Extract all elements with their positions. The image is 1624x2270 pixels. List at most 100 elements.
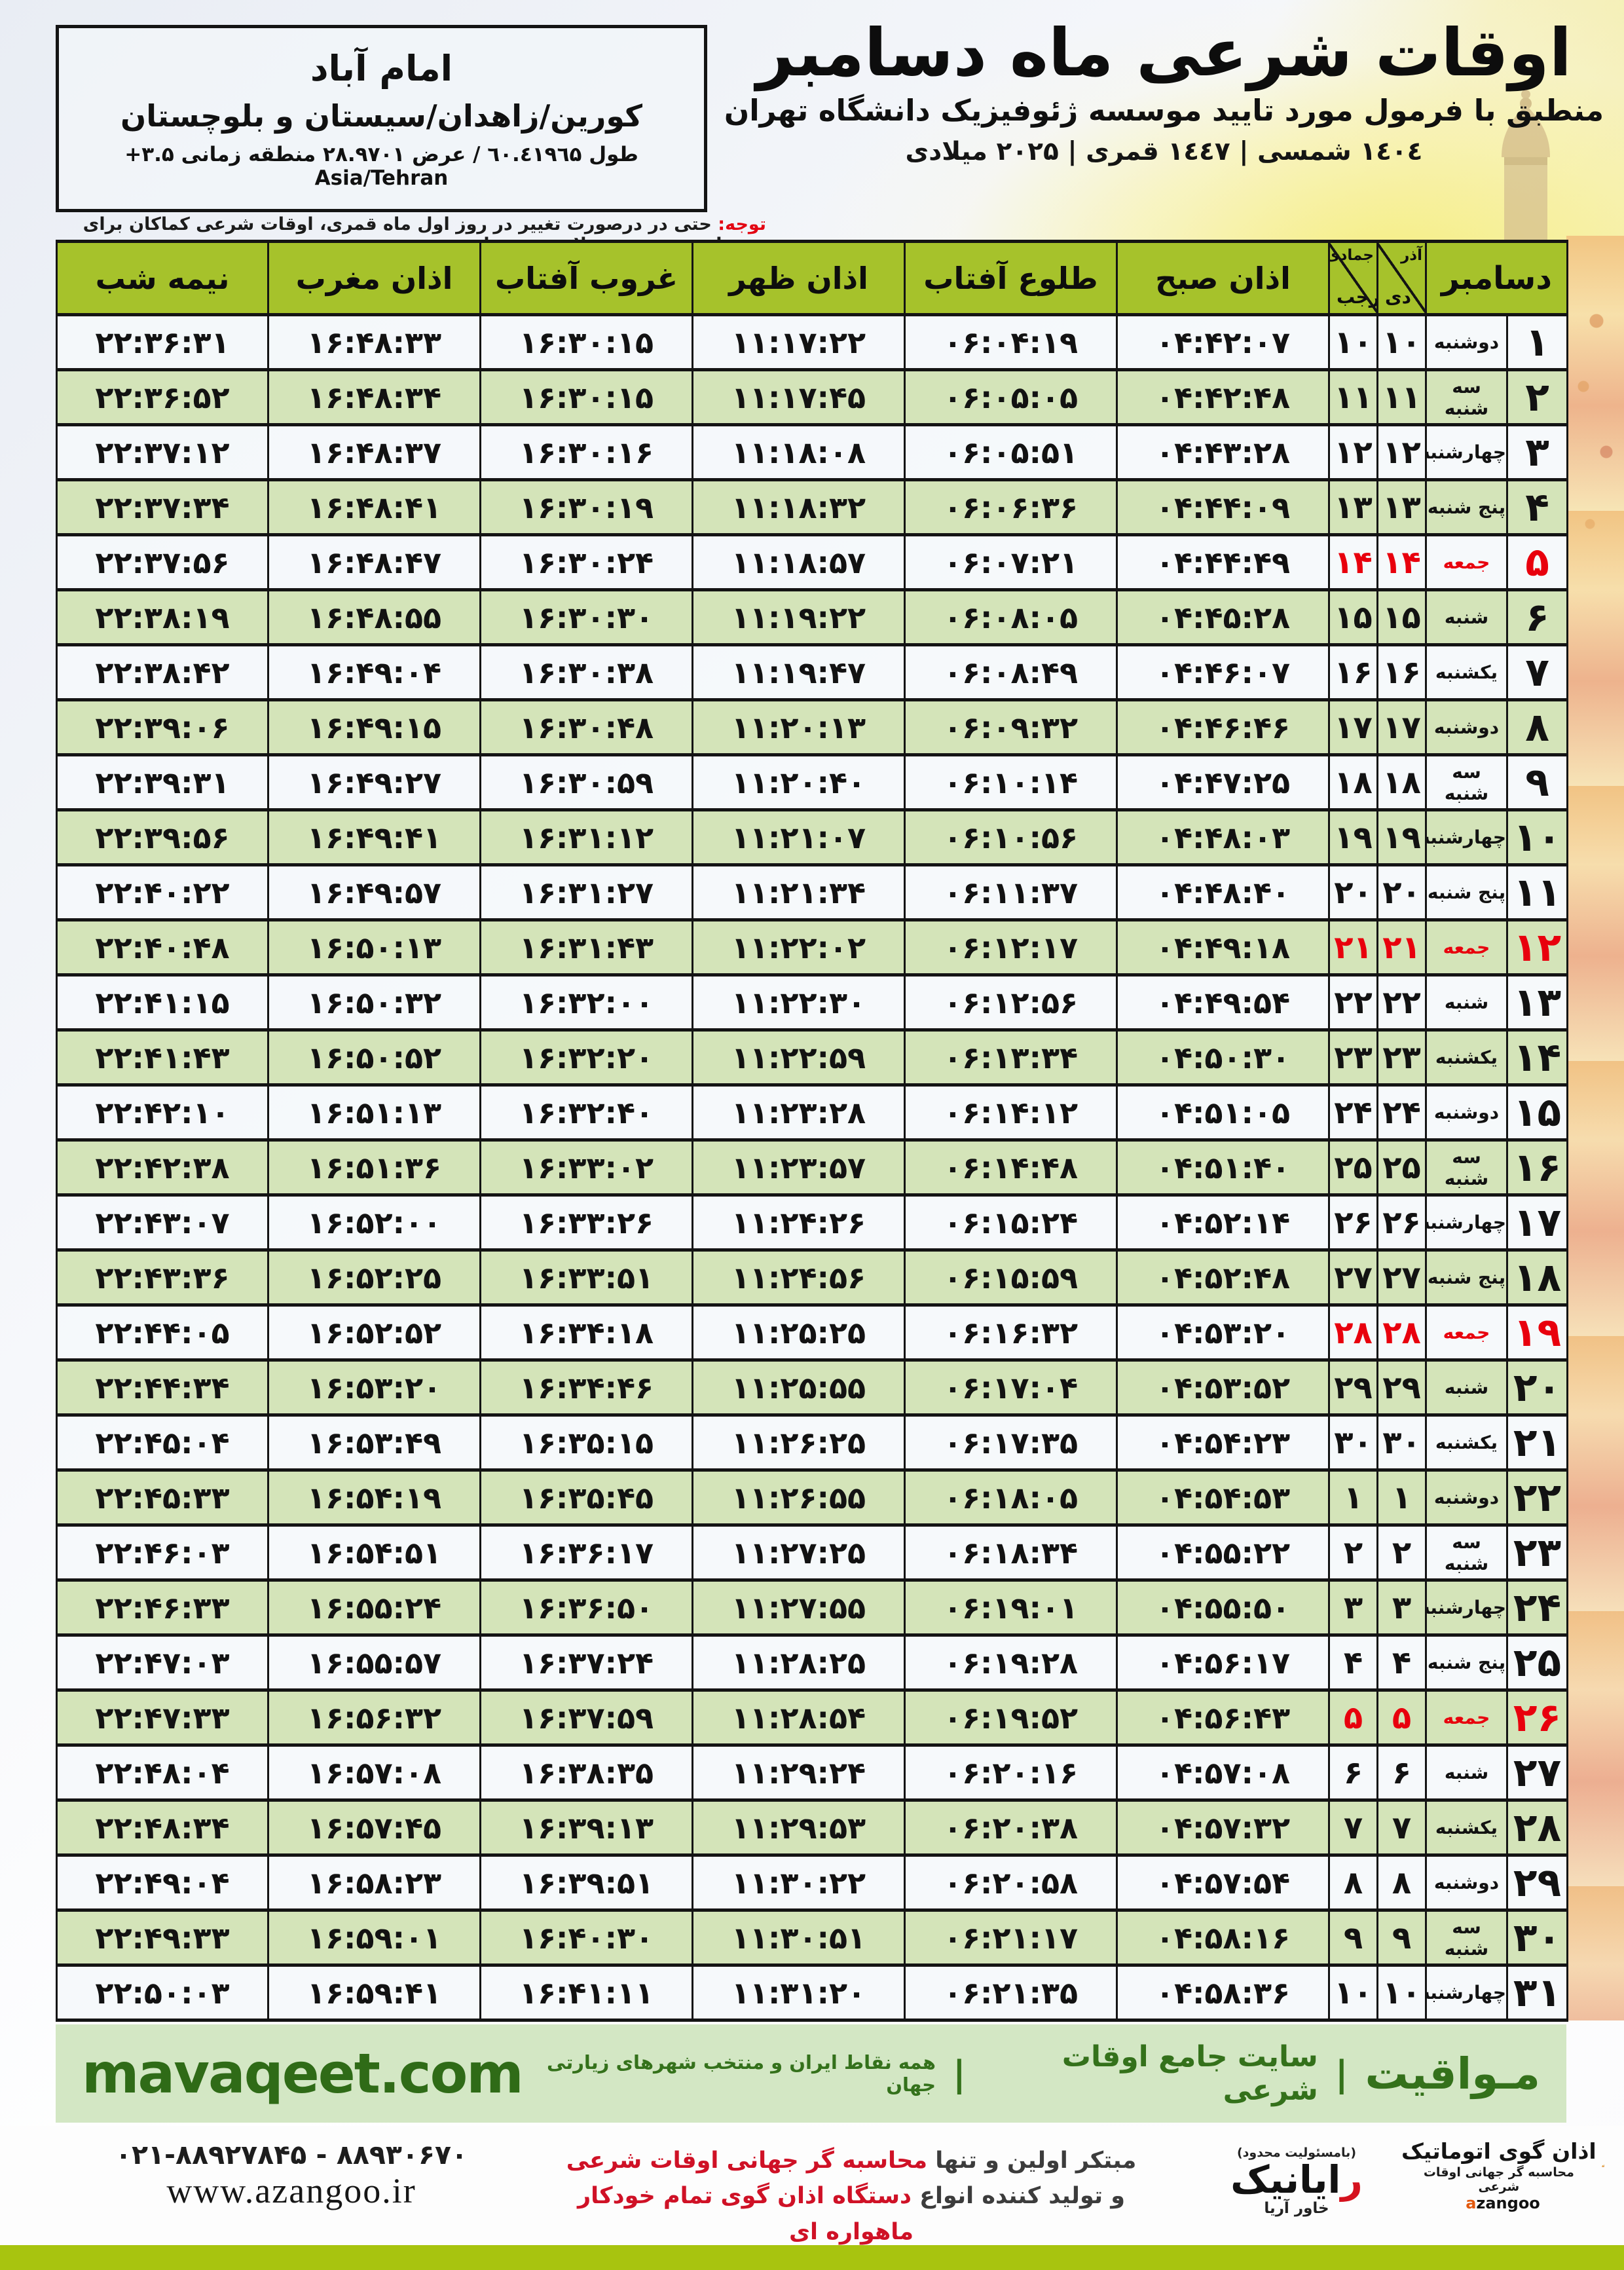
sunrise-time: ۰۶:۱۸:۰۵ [904,1469,1118,1526]
weekday: چهارشنبه [1425,809,1508,866]
mavaqeet-url-link[interactable]: mavaqeet.com [82,2041,524,2106]
weekday: جمعه [1425,1304,1508,1361]
midnight-time: ۲۲:۴۸:۳۴ [56,1799,269,1856]
dhuhr-time: ۱۱:۲۸:۵۴ [692,1689,906,1746]
sunset-time: ۱۶:۳۵:۱۵ [479,1414,693,1471]
table-row: ۳ چهارشنبه ۱۲ ۱۲ ۰۴:۴۳:۲۸ ۰۶:۰۵:۵۱ ۱۱:۱۸:۰۸ ۱۶:… [56,424,1568,481]
sunset-time: ۱۶:۳۲:۴۰ [479,1084,693,1141]
weekday: دوشنبه [1425,699,1508,756]
hijri-day: ۱۹ [1328,809,1378,866]
fajr-time: ۰۴:۵۲:۴۸ [1116,1249,1330,1306]
midnight-time: ۲۲:۴۹:۰۴ [56,1854,269,1911]
hijri-day: ۱۲ [1328,424,1378,481]
sunrise-time: ۰۶:۱۶:۳۲ [904,1304,1118,1361]
sunrise-time: ۰۶:۱۰:۵۶ [904,809,1118,866]
dhuhr-time: ۱۱:۳۰:۵۱ [692,1909,906,1966]
fajr-time: ۰۴:۵۴:۲۳ [1116,1414,1330,1471]
midnight-time: ۲۲:۳۸:۴۲ [56,644,269,701]
fajr-time: ۰۴:۴۴:۰۹ [1116,479,1330,536]
separator: | [952,2053,966,2094]
sunset-time: ۱۶:۳۳:۰۲ [479,1139,693,1196]
azangoo-latin: azangoo [1401,2194,1604,2212]
calendar-years: ۱٤۰٤ شمسی | ۱٤٤۷ قمری | ۲۰۲۵ میلادی [905,137,1423,166]
midnight-time: ۲۲:۴۷:۰۳ [56,1634,269,1691]
dhuhr-time: ۱۱:۱۸:۳۲ [692,479,906,536]
maghrib-time: ۱۶:۴۸:۵۵ [267,589,481,646]
sunrise-time: ۰۶:۱۸:۳۴ [904,1524,1118,1581]
sunset-time: ۱۶:۳۰:۳۸ [479,644,693,701]
midnight-time: ۲۲:۴۰:۲۲ [56,864,269,921]
azangoo-url-link[interactable]: www.azangoo.ir [166,2171,416,2210]
weekday: چهارشنبه [1425,1964,1508,2021]
jalali-day: ۶ [1376,1744,1427,1801]
hijri-month-top: جمادی الثانی [1329,247,1375,264]
jalali-day: ۲ [1376,1524,1427,1581]
jalali-day: ۳۰ [1376,1414,1427,1471]
sunrise-time: ۰۶:۰۸:۴۹ [904,644,1118,701]
jalali-day: ۲۶ [1376,1194,1427,1251]
december-day: ۲۸ [1506,1799,1568,1856]
sunset-time: ۱۶:۳۲:۰۰ [479,974,693,1031]
december-day: ۲ [1506,369,1568,426]
sunrise-time: ۰۶:۲۰:۳۸ [904,1799,1118,1856]
fajr-time: ۰۴:۴۵:۲۸ [1116,589,1330,646]
maker-line2-dark: و تولید کننده انواع [919,2183,1125,2210]
maghrib-time: ۱۶:۵۷:۴۵ [267,1799,481,1856]
header: اوقات شرعی ماه دسامبر منطبق با فرمول مور… [714,17,1614,167]
fajr-time: ۰۴:۵۱:۰۵ [1116,1084,1330,1141]
maker-line2-red: دستگاه اذان گوی تمام خودکار ماهواره ای [578,2183,914,2245]
fajr-time: ۰۴:۵۸:۱۶ [1116,1909,1330,1966]
mavaqeet-footer-band: مـواقیت | سایت جامع اوقات شرعی | همه نقا… [56,2024,1566,2123]
rayanik-logo: (بامسئولیت محدود) رایانیک خاور آریا [1198,2146,1395,2217]
midnight-time: ۲۲:۳۹:۰۶ [56,699,269,756]
hijri-day: ۳ [1328,1579,1378,1636]
sunset-time: ۱۶:۳۷:۲۴ [479,1634,693,1691]
hijri-day: ۲۶ [1328,1194,1378,1251]
weekday: سه شنبه [1425,754,1508,811]
table-row: ۱۸ پنج شنبه ۲۷ ۲۷ ۰۴:۵۲:۴۸ ۰۶:۱۵:۵۹ ۱۱:۲۴:۵۶ ۱۶… [56,1249,1568,1306]
dhuhr-time: ۱۱:۲۲:۵۹ [692,1029,906,1086]
december-day: ۲۶ [1506,1689,1568,1746]
dhuhr-time: ۱۱:۲۰:۱۳ [692,699,906,756]
sunset-time: ۱۶:۳۰:۱۵ [479,314,693,371]
maghrib-time: ۱۶:۵۴:۵۱ [267,1524,481,1581]
sunset-time: ۱۶:۳۳:۵۱ [479,1249,693,1306]
maghrib-time: ۱۶:۴۸:۳۷ [267,424,481,481]
table-row: ۲۶ جمعه ۵ ۵ ۰۴:۵۶:۴۳ ۰۶:۱۹:۵۲ ۱۱:۲۸:۵۴ ۱۶:۳۷:۵۹… [56,1689,1568,1746]
midnight-time: ۲۲:۴۰:۴۸ [56,919,269,976]
rayanik-liability-note: (بامسئولیت محدود) [1236,2146,1356,2160]
location-region: کورین/زاهدان/سیستان و بلوچستان [120,98,643,134]
midnight-time: ۲۲:۳۸:۱۹ [56,589,269,646]
dhuhr-time: ۱۱:۲۸:۲۵ [692,1634,906,1691]
fajr-time: ۰۴:۴۶:۴۶ [1116,699,1330,756]
hijri-day: ۲۸ [1328,1304,1378,1361]
jalali-day: ۲۸ [1376,1304,1427,1361]
dhuhr-time: ۱۱:۲۳:۵۷ [692,1139,906,1196]
sunset-time: ۱۶:۴۰:۳۰ [479,1909,693,1966]
rayanik-name: رایانیک [1198,2160,1395,2200]
december-day: ۱۵ [1506,1084,1568,1141]
midnight-time: ۲۲:۳۷:۳۴ [56,479,269,536]
maghrib-time: ۱۶:۴۹:۵۷ [267,864,481,921]
dhuhr-time: ۱۱:۲۲:۰۲ [692,919,906,976]
midnight-time: ۲۲:۴۳:۰۷ [56,1194,269,1251]
column-header-sunset: غروب آفتاب [479,240,693,316]
dhuhr-time: ۱۱:۳۰:۲۲ [692,1854,906,1911]
table-row: ۱۳ شنبه ۲۲ ۲۲ ۰۴:۴۹:۵۴ ۰۶:۱۲:۵۶ ۱۱:۲۲:۳۰ ۱۶:۳۲:… [56,974,1568,1031]
maghrib-time: ۱۶:۴۸:۴۷ [267,534,481,591]
jalali-day: ۲۵ [1376,1139,1427,1196]
table-body: ۱ دوشنبه ۱۰ ۱۰ ۰۴:۴۲:۰۷ ۰۶:۰۴:۱۹ ۱۱:۱۷:۲۲ ۱۶:۳۰… [56,314,1568,2021]
hijri-day: ۱۸ [1328,754,1378,811]
mavaqeet-tagline-secondary: همه نقاط ایران و منتخب شهرهای زیارتی جها… [546,2051,936,2096]
weekday: یکشنبه [1425,1414,1508,1471]
hijri-day: ۱ [1328,1469,1378,1526]
december-day: ۱۶ [1506,1139,1568,1196]
december-day: ۱۳ [1506,974,1568,1031]
phone-numbers: ۰۲۱-۸۸۹۲۷۸۴۵ - ۸۸۹۳۰۶۷۰ [115,2139,468,2170]
dhuhr-time: ۱۱:۱۷:۲۲ [692,314,906,371]
mavaqeet-tagline-primary: سایت جامع اوقات شرعی [1061,2040,1318,2107]
midnight-time: ۲۲:۴۵:۰۴ [56,1414,269,1471]
fajr-time: ۰۴:۴۳:۲۸ [1116,424,1330,481]
table-row: ۱۵ دوشنبه ۲۴ ۲۴ ۰۴:۵۱:۰۵ ۰۶:۱۴:۱۲ ۱۱:۲۳:۲۸ ۱۶:۳… [56,1084,1568,1141]
location-coordinates: طول ٦۰.٤۱۹٦۵ / عرض ۲۸.۹۷۰۱ منطقه زمانی ۳… [124,142,638,190]
